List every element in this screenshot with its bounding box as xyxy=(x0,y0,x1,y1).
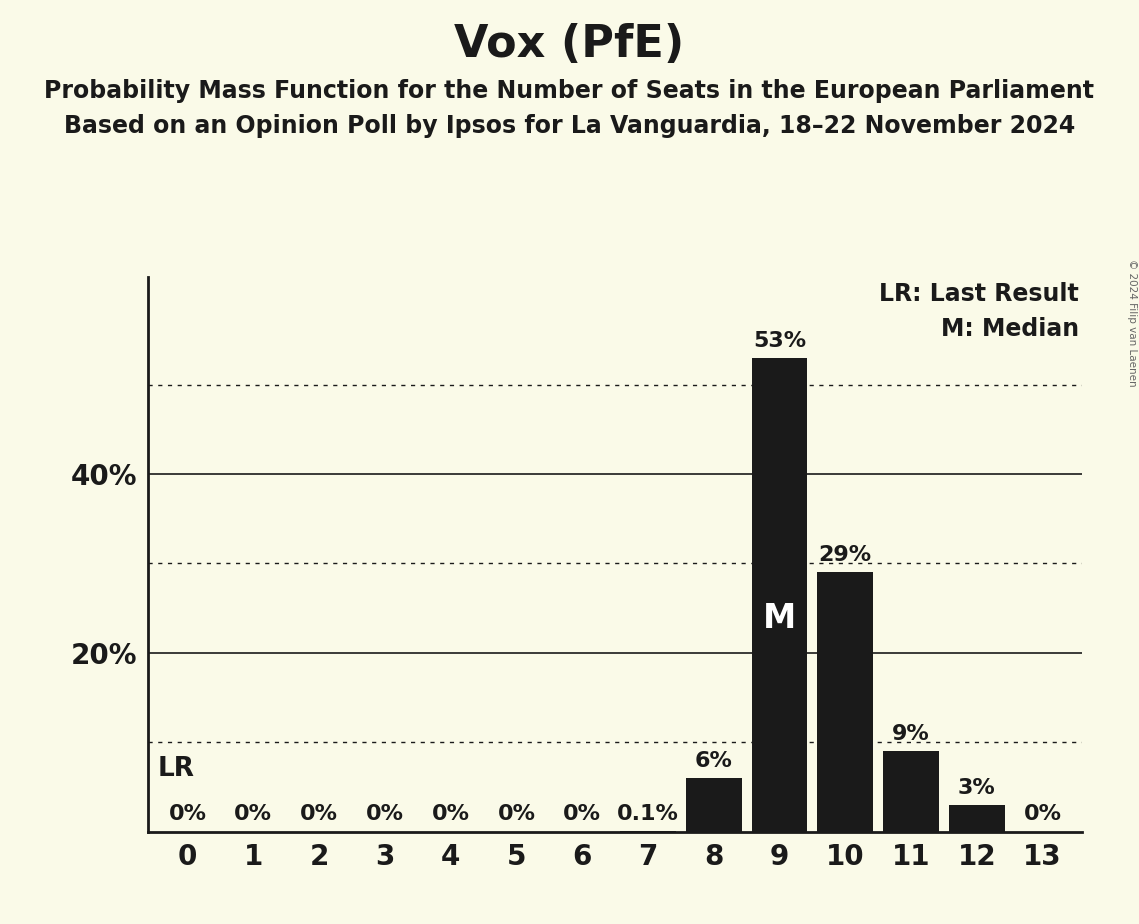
Text: 0%: 0% xyxy=(169,805,206,824)
Text: 0%: 0% xyxy=(1024,805,1062,824)
Text: Probability Mass Function for the Number of Seats in the European Parliament: Probability Mass Function for the Number… xyxy=(44,79,1095,103)
Bar xyxy=(883,751,939,832)
Text: 0.1%: 0.1% xyxy=(617,804,679,823)
Text: 0%: 0% xyxy=(563,805,601,824)
Bar xyxy=(752,358,808,832)
Text: M: M xyxy=(763,602,796,635)
Text: 6%: 6% xyxy=(695,751,732,771)
Bar xyxy=(818,572,874,832)
Text: LR: LR xyxy=(158,756,195,782)
Text: 0%: 0% xyxy=(300,805,338,824)
Text: LR: Last Result: LR: Last Result xyxy=(879,282,1079,306)
Text: © 2024 Filip van Laenen: © 2024 Filip van Laenen xyxy=(1126,259,1137,386)
Text: 9%: 9% xyxy=(892,724,929,744)
Text: 53%: 53% xyxy=(753,331,806,350)
Text: M: Median: M: Median xyxy=(941,318,1079,342)
Text: 0%: 0% xyxy=(366,805,404,824)
Text: 0%: 0% xyxy=(432,805,469,824)
Bar xyxy=(686,778,741,832)
Text: 3%: 3% xyxy=(958,778,995,797)
Text: Based on an Opinion Poll by Ipsos for La Vanguardia, 18–22 November 2024: Based on an Opinion Poll by Ipsos for La… xyxy=(64,114,1075,138)
Text: Vox (PfE): Vox (PfE) xyxy=(454,23,685,67)
Text: 29%: 29% xyxy=(819,545,871,565)
Text: 0%: 0% xyxy=(235,805,272,824)
Text: 0%: 0% xyxy=(498,805,535,824)
Bar xyxy=(949,805,1005,832)
